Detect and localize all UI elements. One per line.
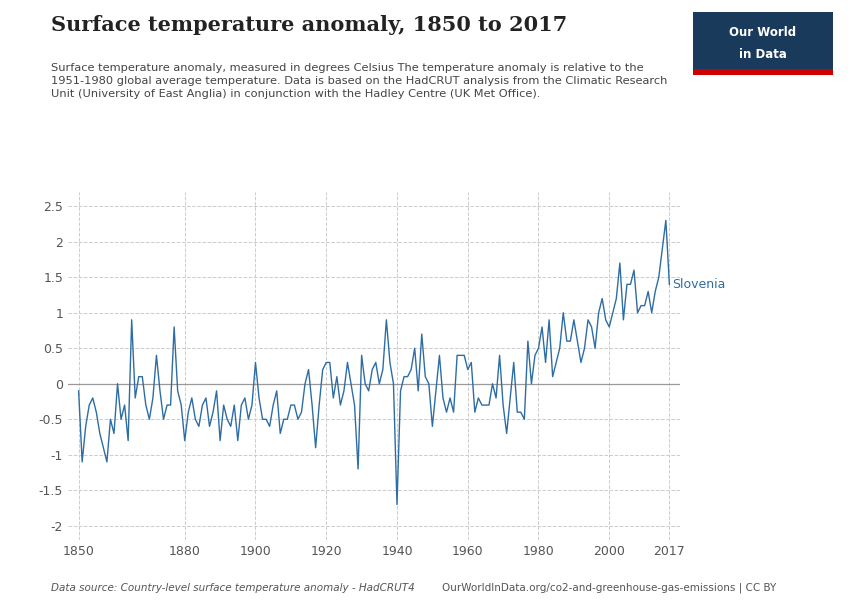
Text: Our World: Our World [729,26,796,38]
Text: Data source: Country-level surface temperature anomaly - HadCRUT4: Data source: Country-level surface tempe… [51,583,415,593]
Text: Surface temperature anomaly, measured in degrees Celsius The temperature anomaly: Surface temperature anomaly, measured in… [51,63,667,100]
Text: Surface temperature anomaly, 1850 to 2017: Surface temperature anomaly, 1850 to 201… [51,15,567,35]
Text: OurWorldInData.org/co2-and-greenhouse-gas-emissions | CC BY: OurWorldInData.org/co2-and-greenhouse-ga… [442,582,776,593]
Text: Slovenia: Slovenia [672,278,726,291]
Text: in Data: in Data [739,49,787,61]
